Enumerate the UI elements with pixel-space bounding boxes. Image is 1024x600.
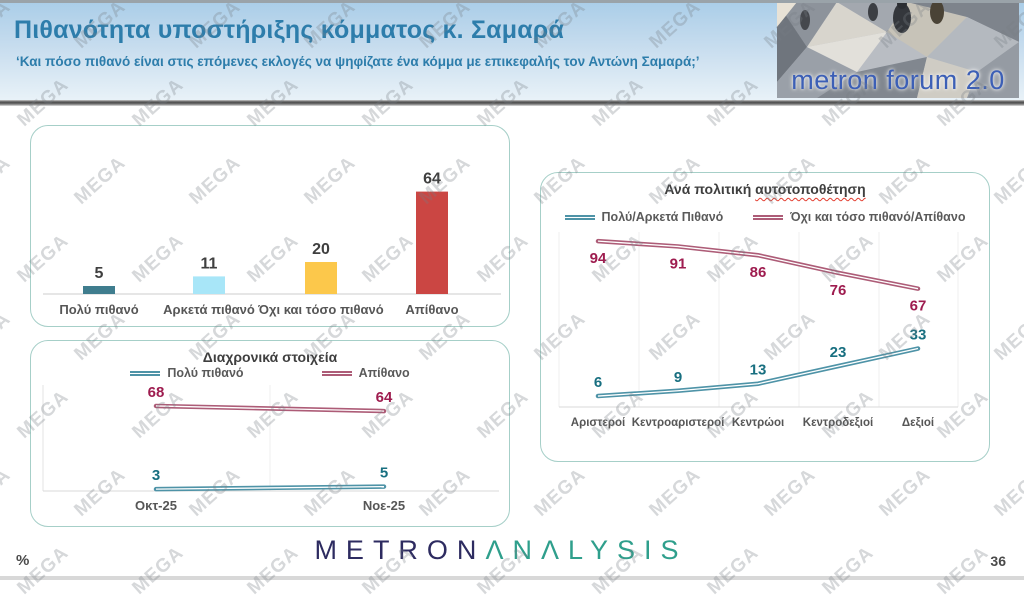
metron-analysis-logo: METRONΛNΛLYSIS (0, 535, 1002, 566)
logo-photo-mosaic (777, 2, 1019, 98)
people-silhouettes (800, 2, 944, 33)
mega-watermark: MEGA (875, 464, 935, 521)
trend-chart-legend: Πολύ πιθανό Απίθανο (31, 366, 509, 380)
bar-0 (83, 286, 115, 294)
trend-chart-title: Διαχρονικά στοιχεία (202, 349, 338, 365)
trend-value-label: 3 (152, 467, 160, 484)
teal-line-swatch (130, 370, 161, 376)
slide-header: Πιθανότητα υποστήριξης κόμματος κ. Σαμαρ… (0, 0, 1024, 101)
trend-value-label: 5 (380, 465, 388, 482)
bar-value-label: 20 (312, 241, 330, 258)
bar-value-label: 64 (423, 171, 441, 188)
legend-label: Όχι και τόσο πιθανό/Απίθανο (790, 210, 966, 224)
bar-category-label: Απίθανο (405, 302, 458, 317)
logo-metron-text: METRON (314, 535, 486, 565)
trend-chart-panel: Διαχρονικά στοιχεία Πολύ πιθανό Απίθανο … (30, 340, 510, 527)
self-value-label: 9 (674, 369, 682, 386)
trend-line-chart: 3 5 68 64 Οκτ-25 Νοε-25 (42, 384, 499, 513)
self-category-label: Δεξιοί (902, 417, 934, 429)
mega-watermark: MEGA (645, 464, 705, 521)
bar-1 (193, 276, 225, 294)
mega-watermark: MEGA (990, 152, 1024, 209)
mega-watermark: MEGA (990, 308, 1024, 365)
self-value-label: 67 (910, 298, 927, 315)
header-divider (0, 100, 1024, 106)
legend-item: Πολύ πιθανό (130, 366, 244, 380)
likelihood-bar-chart: 5 Πολύ πιθανό 11 Αρκετά πιθανό 20 Όχι και τόσ… (43, 171, 501, 317)
self-value-label: 6 (594, 374, 602, 391)
page-subtitle: ‘Και πόσο πιθανό είναι στις επόμενες εκλ… (16, 54, 700, 69)
trend-line-inner (155, 485, 385, 490)
bar-3 (416, 191, 448, 294)
self-category-label: Αριστεροί (571, 417, 625, 429)
metron-forum-logo: metron forum 2.0 (777, 2, 1019, 98)
bottom-edge-strip (0, 576, 1024, 580)
percent-note: % (16, 552, 30, 569)
mega-watermark: MEGA (0, 152, 15, 209)
trend-line-inner (155, 405, 385, 412)
maroon-line-swatch (321, 370, 352, 376)
self-placement-chart-panel: Ανά πολιτική αυτοτοποθέτηση Πολύ/Αρκετά … (540, 172, 990, 462)
maroon-line-swatch (753, 214, 784, 220)
trend-category-label: Νοε-25 (363, 498, 405, 513)
legend-label: Πολύ πιθανό (167, 366, 244, 380)
mega-watermark: MEGA (760, 464, 820, 521)
mega-watermark: MEGA (0, 464, 15, 521)
bar-value-label: 5 (95, 265, 104, 282)
title-prefix: Ανά πολιτική (664, 181, 756, 197)
bar-value-label: 11 (201, 255, 218, 272)
title-underlined-word: αυτοτοποθέτηση (755, 181, 866, 197)
legend-item: Απίθανο (321, 366, 410, 380)
bar-category-label: Όχι και τόσο πιθανό (257, 302, 383, 317)
legend-item: Όχι και τόσο πιθανό/Απίθανο (753, 210, 965, 224)
self-value-label: 33 (910, 327, 927, 344)
likelihood-bar-chart-panel: 5 Πολύ πιθανό 11 Αρκετά πιθανό 20 Όχι και τόσ… (30, 125, 510, 327)
bar-category-label: Πολύ πιθανό (59, 302, 138, 317)
teal-line-swatch (564, 214, 595, 220)
self-line-inner (597, 347, 919, 397)
self-placement-chart-title: Ανά πολιτική αυτοτοποθέτηση (541, 181, 989, 197)
trend-value-label: 68 (148, 384, 165, 401)
page-title: Πιθανότητα υποστήριξης κόμματος κ. Σαμαρ… (14, 16, 565, 44)
self-category-label: Κεντρώοι (732, 417, 784, 429)
trend-value-label: 64 (376, 389, 393, 406)
self-category-label: Κεντροαριστεροί (632, 417, 725, 429)
trend-category-label: Οκτ-25 (135, 498, 177, 513)
legend-label: Πολύ/Αρκετά Πιθανό (601, 210, 724, 224)
bar-2 (305, 262, 337, 294)
self-category-label: Κεντροδεξιοί (803, 417, 873, 429)
self-placement-line-chart: 6 9 13 23 33 94 91 86 76 67 Αριστεροί Κεντροαριστερ… (558, 232, 959, 429)
bar-category-label: Αρκετά πιθανό (163, 302, 255, 317)
self-value-label: 13 (750, 362, 767, 379)
self-value-label: 91 (670, 255, 687, 272)
logo-analysis-text: ΛNΛLYSIS (485, 535, 688, 565)
top-edge-strip (0, 0, 1024, 3)
self-placement-legend: Πολύ/Αρκετά Πιθανό Όχι και τόσο πιθανό/Α… (541, 210, 989, 224)
self-value-label: 76 (830, 282, 847, 299)
self-line-inner (597, 240, 919, 290)
self-value-label: 94 (590, 250, 607, 267)
self-value-label: 23 (830, 344, 847, 361)
metron-forum-logo-text: metron forum 2.0 (791, 65, 1005, 95)
self-value-label: 86 (750, 264, 767, 281)
legend-label: Απίθανο (358, 366, 410, 380)
mega-watermark: MEGA (990, 464, 1024, 521)
legend-item: Πολύ/Αρκετά Πιθανό (564, 210, 724, 224)
mega-watermark: MEGA (530, 464, 590, 521)
page-number: 36 (990, 553, 1006, 569)
mega-watermark: MEGA (0, 308, 15, 365)
